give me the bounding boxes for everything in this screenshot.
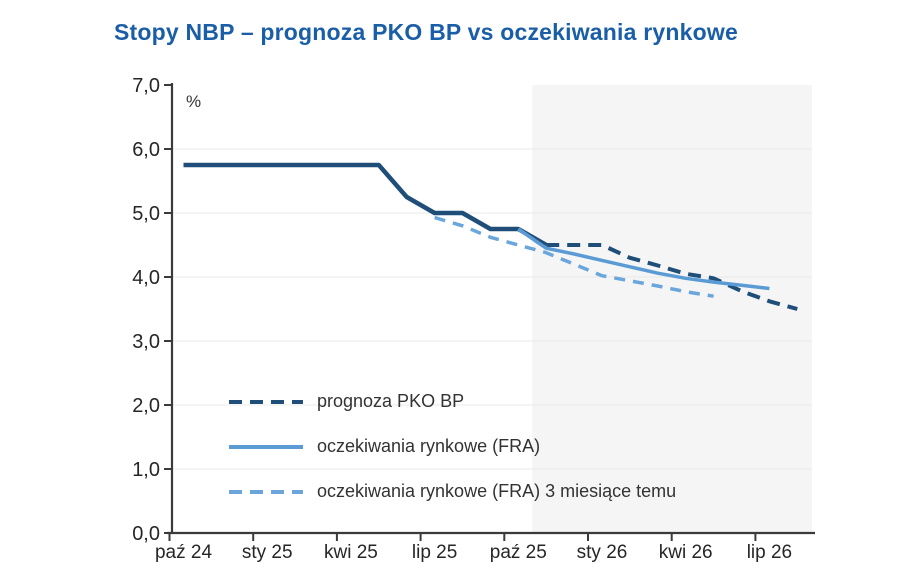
legend-item-prognoza-pko-bp: prognoza PKO BP (229, 391, 676, 412)
series-line-2-oczekiwania-rynkowe-fra (517, 227, 770, 291)
y-axis-unit-label: % (186, 92, 201, 111)
chart-title: Stopy NBP – prognoza PKO BP vs oczekiwan… (114, 19, 738, 45)
legend-label: prognoza PKO BP (317, 391, 465, 411)
x-tick-label: lip 25 (412, 542, 457, 563)
y-tick-label: 5,0 (132, 203, 160, 225)
y-tick-label: 6,0 (132, 139, 160, 161)
x-tick-label: kwi 25 (324, 542, 378, 563)
x-tick-label: lip 26 (747, 542, 792, 563)
legend-item-oczekiwania-rynkowe-fra: oczekiwania rynkowe (FRA) (229, 436, 676, 457)
y-tick-label: 7,0 (132, 75, 160, 97)
x-tick-label: paź 25 (490, 542, 547, 563)
series-line-1-prognoza-pko-bp (546, 243, 798, 311)
y-tick-label: 4,0 (132, 267, 160, 289)
legend-label: oczekiwania rynkowe (FRA) 3 miesiące tem… (317, 481, 677, 501)
x-tick-label: kwi 26 (659, 542, 713, 563)
y-tick-label: 2,0 (132, 395, 160, 417)
y-tick-label: 0,0 (132, 523, 160, 545)
x-tick-label: sty 26 (577, 542, 628, 563)
chart-legend: prognoza PKO BP oczekiwania rynkowe (FRA… (229, 391, 676, 502)
y-tick-label: 3,0 (132, 331, 160, 353)
legend-line-sample-dark-dashed (229, 399, 303, 404)
legend-label: oczekiwania rynkowe (FRA) (317, 436, 541, 456)
y-tick-label: 1,0 (132, 459, 160, 481)
series-line-0-stopa-nbp-historia (183, 162, 548, 247)
forecast-shaded-region (532, 85, 812, 533)
legend-line-sample-light-dashed (229, 489, 303, 494)
legend-item-oczekiwania-rynkowe-fra-3m: oczekiwania rynkowe (FRA) 3 miesiące tem… (229, 481, 676, 502)
x-tick-label: paź 24 (155, 542, 212, 563)
x-tick-label: sty 25 (242, 542, 293, 563)
legend-line-sample-light-solid (229, 444, 303, 449)
